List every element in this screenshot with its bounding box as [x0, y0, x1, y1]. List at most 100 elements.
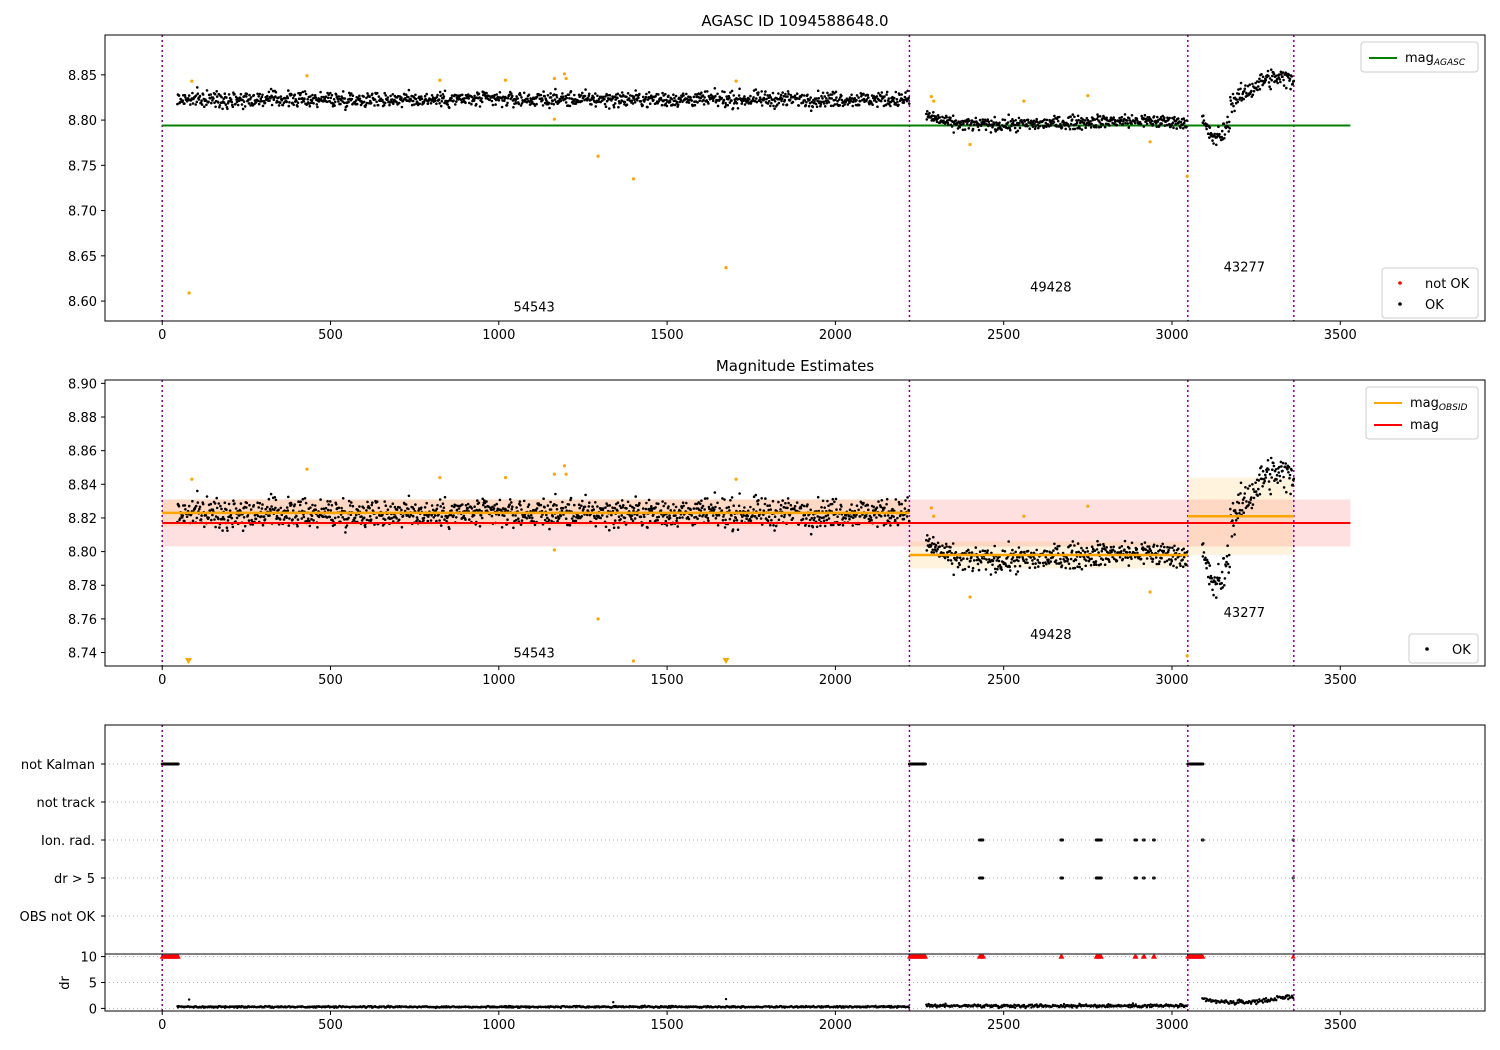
ok-point: [1038, 124, 1042, 128]
ok-point: [473, 94, 476, 98]
ok-point: [771, 499, 775, 503]
ok-point: [1017, 116, 1021, 120]
ok-point: [837, 98, 841, 101]
ok-point: [736, 107, 740, 110]
ok-point: [539, 503, 543, 507]
ok-point: [301, 497, 305, 501]
ok-point: [308, 104, 312, 108]
ok-point: [1260, 73, 1263, 76]
ok-point: [1049, 560, 1052, 563]
ok-point: [851, 104, 854, 108]
ok-point: [826, 499, 829, 503]
ok-point: [1202, 114, 1205, 117]
ok-point: [759, 98, 762, 101]
flag-point: [1099, 838, 1103, 842]
ok-point: [1054, 559, 1058, 562]
ok-point: [693, 103, 697, 107]
ok-point: [1268, 77, 1272, 80]
ok-point: [386, 96, 390, 99]
ok-point: [737, 504, 741, 508]
outlier-point: [1022, 99, 1026, 103]
ok-point: [213, 92, 217, 96]
ok-point: [631, 519, 635, 523]
ok-point: [672, 503, 675, 506]
ok-point: [902, 517, 906, 521]
ok-point: [630, 99, 634, 102]
ok-point: [944, 120, 947, 124]
ok-point: [485, 91, 488, 95]
ok-point: [768, 504, 772, 507]
ok-point: [619, 101, 622, 104]
ok-point: [201, 93, 205, 96]
ok-point: [199, 518, 203, 521]
flag-plot-area: [105, 725, 1485, 954]
ok-point: [454, 93, 458, 97]
ok-point: [214, 105, 217, 109]
ok-point: [998, 121, 1001, 125]
ok-point: [679, 98, 683, 102]
flag-point: [981, 838, 985, 842]
ok-point: [1267, 468, 1270, 471]
ok-point: [773, 100, 777, 103]
ok-point: [577, 514, 580, 518]
ok-point: [742, 97, 745, 100]
ok-point: [1213, 132, 1216, 136]
ok-point: [373, 104, 376, 107]
ok-point: [339, 102, 342, 106]
ok-point: [1182, 117, 1185, 120]
ok-point: [422, 519, 425, 522]
ok-point: [204, 514, 208, 517]
ok-point: [1073, 566, 1077, 570]
ok-point: [749, 102, 753, 105]
ok-point: [1211, 588, 1214, 592]
ok-point: [1207, 561, 1210, 565]
ok-point: [1081, 118, 1085, 121]
ok-point: [864, 514, 868, 518]
ok-point: [1258, 492, 1262, 496]
ok-point: [480, 97, 483, 100]
ok-point: [588, 501, 591, 505]
ok-point: [461, 93, 464, 97]
ok-point: [1220, 581, 1223, 585]
ok-point: [407, 88, 411, 92]
ok-point: [362, 506, 366, 510]
ok-point: [1275, 473, 1279, 477]
ok-point: [1217, 125, 1220, 129]
ok-point: [930, 114, 934, 117]
ok-point: [657, 515, 661, 519]
ok-point: [1069, 122, 1073, 126]
ok-point: [391, 502, 395, 506]
ok-point: [583, 94, 587, 98]
ok-point: [1045, 550, 1049, 553]
ok-point: [210, 101, 213, 105]
ok-point: [512, 106, 515, 109]
ok-point: [497, 513, 501, 517]
ok-point: [617, 105, 620, 109]
ok-point: [879, 515, 883, 518]
ok-point: [555, 93, 558, 97]
ok-point: [756, 502, 760, 506]
ok-point: [958, 556, 962, 560]
ok-point: [337, 515, 340, 519]
ok-point: [879, 94, 882, 98]
y-tick-label: 8.65: [68, 250, 97, 265]
ok-point: [601, 514, 604, 517]
y-tick-label: 8.88: [68, 411, 97, 426]
ok-point: [1243, 492, 1247, 495]
ok-point: [848, 517, 851, 521]
ok-point: [279, 95, 283, 98]
ok-point: [694, 515, 698, 519]
ok-point: [721, 518, 725, 522]
ok-point: [1111, 555, 1114, 559]
ok-point: [876, 525, 879, 528]
ok-point: [1269, 456, 1273, 460]
ok-point: [1208, 126, 1212, 129]
ok-point: [612, 526, 616, 529]
ok-point: [1223, 584, 1226, 587]
ok-point: [500, 105, 504, 109]
ok-point: [1074, 558, 1078, 562]
ok-point: [443, 495, 447, 499]
ok-point: [892, 509, 896, 513]
ok-point: [1118, 116, 1121, 120]
ok-point: [425, 501, 429, 505]
